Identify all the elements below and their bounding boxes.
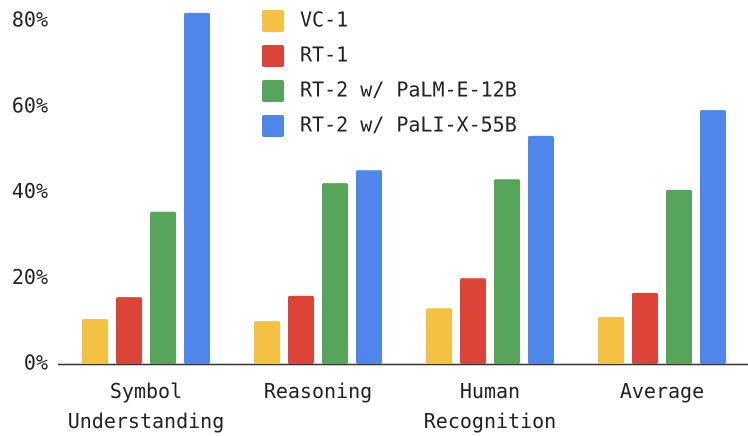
bar	[82, 318, 108, 364]
y-tick-label: 80%	[12, 8, 48, 32]
bar	[288, 295, 314, 364]
legend-label: RT-2 w/ PaLI-X-55B	[300, 113, 517, 137]
legend-label: RT-2 w/ PaLM-E-12B	[300, 78, 517, 102]
bar	[322, 183, 348, 364]
bar	[254, 321, 280, 364]
bar	[116, 297, 142, 364]
legend-label: RT-1	[300, 43, 348, 67]
legend-label: VC-1	[300, 8, 348, 32]
bar	[460, 278, 486, 364]
y-tick-label: 0%	[24, 351, 48, 375]
x-tick-label: Average	[619, 379, 705, 403]
y-tick-label: 20%	[12, 265, 48, 289]
bar	[700, 110, 726, 365]
bar	[598, 316, 624, 364]
bar	[494, 179, 520, 364]
bar	[528, 135, 554, 364]
legend-swatch	[262, 10, 284, 32]
legend-swatch	[262, 115, 284, 137]
y-tick-label: 60%	[12, 93, 48, 117]
bar	[150, 211, 176, 364]
legend-swatch	[262, 45, 284, 67]
bar	[184, 12, 210, 364]
x-tick-label: Symbol Understanding	[67, 379, 225, 433]
bar	[356, 170, 382, 364]
legend-swatch	[262, 80, 284, 102]
x-tick-label: Reasoning	[263, 379, 373, 403]
bar	[426, 308, 452, 364]
x-tick-label: Human Recognition	[423, 379, 557, 433]
y-tick-label: 40%	[12, 179, 48, 203]
bar	[666, 189, 692, 364]
bar	[632, 292, 658, 364]
